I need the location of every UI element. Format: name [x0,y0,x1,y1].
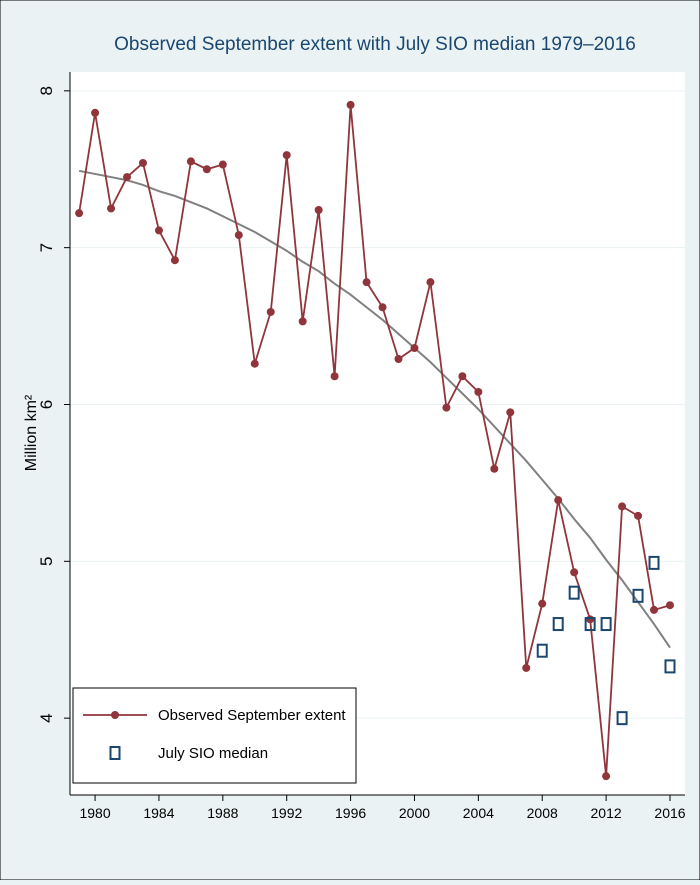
point [75,209,84,218]
point [522,663,531,672]
point [554,496,563,505]
series-line [78,104,671,777]
x-tick-label: 1984 [143,805,174,821]
chart-title: Observed September extent with July SIO … [114,34,636,55]
x-tick-label: 1992 [271,805,302,821]
point [616,711,628,726]
point [109,746,121,760]
x-tick-label: 2008 [527,805,558,821]
point [202,165,211,174]
point [394,355,403,364]
point [362,278,371,287]
point [490,464,499,473]
point [170,256,179,265]
point [234,231,243,240]
point [442,403,451,412]
point [632,588,644,603]
point [91,108,100,117]
point [536,643,548,658]
point [474,387,483,396]
point [650,605,659,614]
point [618,502,627,511]
plot-area [70,72,685,795]
y-tick-label: 7 [37,243,56,252]
y-tick-label: 6 [37,400,56,409]
series-line [78,169,671,649]
x-tick-label: 1996 [335,805,366,821]
y-tick-label: 8 [37,86,56,95]
point [538,599,547,608]
x-tick-label: 2004 [463,805,494,821]
point [298,317,307,326]
point [138,158,147,167]
point [602,772,611,781]
point [506,408,515,417]
point [330,372,339,381]
point [586,615,595,624]
point [266,307,275,316]
legend-label: Observed September extent [158,707,346,724]
point [378,303,387,312]
point [634,511,643,520]
legend-label: July SIO median [158,745,268,762]
x-tick-label: 2016 [654,805,685,821]
point [282,151,291,160]
y-axis-label: Million km² [23,394,40,471]
point [410,344,419,353]
point [458,372,467,381]
legend-box [72,687,357,784]
point [314,206,323,215]
point [426,278,435,287]
x-tick-label: 1988 [207,805,238,821]
x-tick-label: 1980 [79,805,110,821]
point [346,100,355,109]
y-tick-label: 5 [37,557,56,566]
point [123,173,132,182]
x-tick-label: 2012 [591,805,622,821]
point [584,617,596,632]
point [154,226,163,235]
point [665,601,674,610]
point [648,555,660,570]
point [111,711,119,719]
point [107,204,116,213]
point [568,585,580,600]
y-tick-label: 4 [37,713,56,722]
point [186,157,195,166]
x-tick-label: 2000 [399,805,430,821]
point [218,160,227,169]
legend: Observed September extent July SIO median [72,687,357,784]
point [250,359,259,368]
point [552,617,564,632]
point [600,617,612,632]
point [664,659,676,674]
point [570,568,579,577]
